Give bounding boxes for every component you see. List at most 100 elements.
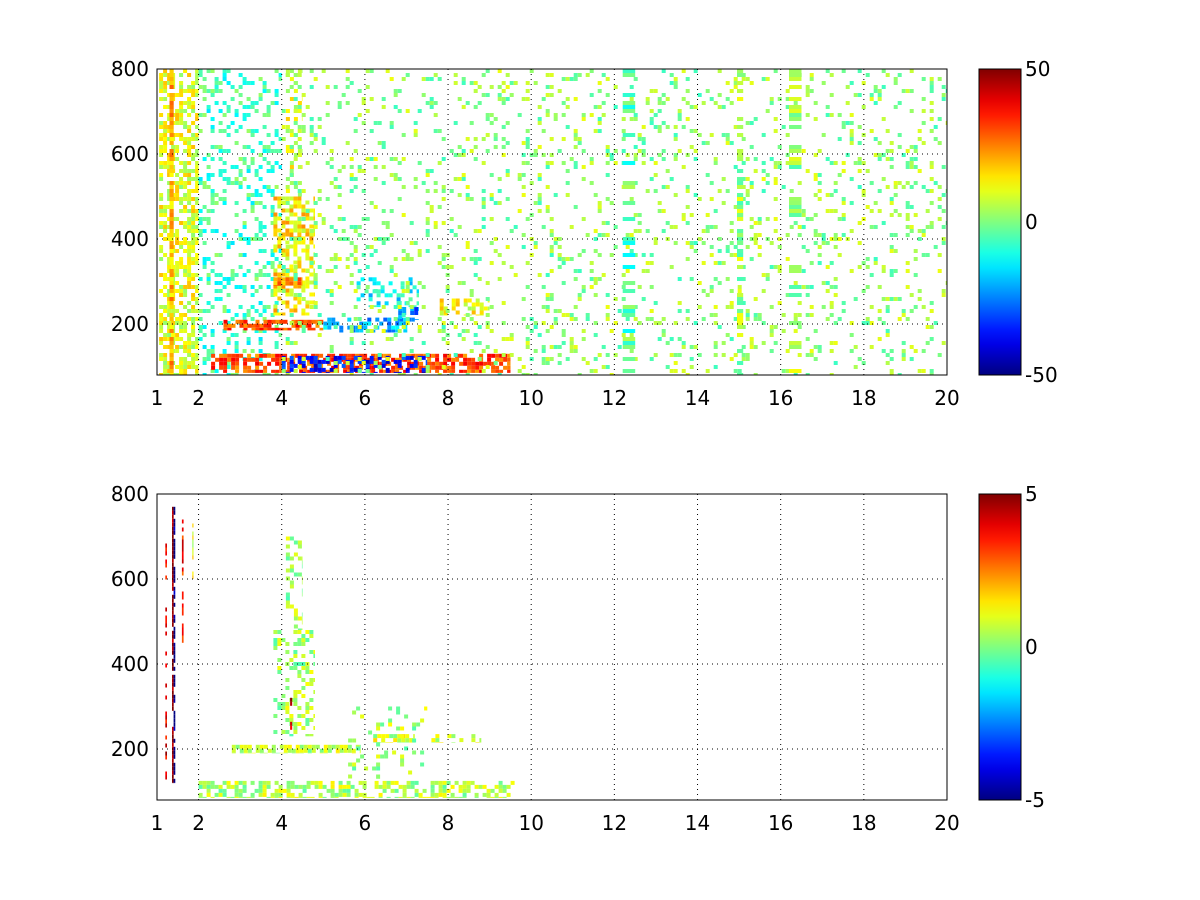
heatmap-cell	[817, 197, 822, 201]
heatmap-cell	[413, 734, 415, 739]
heatmap-cell	[173, 566, 176, 571]
heatmap-cell	[474, 796, 479, 798]
heatmap-cell	[569, 225, 574, 229]
heatmap-cell	[287, 365, 292, 370]
heatmap-cell	[749, 185, 754, 189]
heatmap-cell	[577, 253, 582, 257]
heatmap-cell	[175, 157, 180, 161]
heatmap-cell	[485, 93, 490, 97]
heatmap-cell	[901, 349, 906, 353]
heatmap-cell	[387, 329, 392, 333]
heatmap-cell	[785, 153, 790, 157]
heatmap-cell	[885, 329, 890, 333]
heatmap-cell	[297, 125, 302, 129]
y-tick-label: 800	[111, 57, 149, 81]
heatmap-cell	[258, 97, 263, 101]
heatmap-cell	[289, 244, 294, 249]
heatmap-cell	[521, 173, 526, 177]
heatmap-cell	[398, 796, 403, 798]
heatmap-cell	[195, 341, 199, 345]
heatmap-cell	[521, 245, 526, 249]
heatmap-cell	[297, 69, 302, 73]
heatmap-cell	[829, 349, 834, 353]
heatmap-cell	[313, 253, 318, 257]
heatmap-cell	[359, 744, 361, 749]
heatmap-cell	[353, 261, 358, 265]
heatmap-cell	[169, 93, 174, 97]
heatmap-cell	[165, 559, 167, 564]
heatmap-cell	[423, 365, 428, 370]
heatmap-cell	[277, 228, 282, 233]
heatmap-cell	[309, 216, 314, 221]
heatmap-cell	[242, 77, 247, 81]
heatmap-cell	[622, 289, 636, 293]
heatmap-cell	[169, 245, 174, 249]
bottom-axes-border	[156, 493, 948, 801]
heatmap-cell	[525, 81, 530, 85]
heatmap-cell	[274, 341, 279, 345]
heatmap-cell	[765, 109, 770, 113]
heatmap-cell	[541, 357, 546, 361]
heatmap-cell	[289, 658, 294, 662]
heatmap-cell	[172, 758, 174, 763]
heatmap-cell	[733, 317, 738, 321]
heatmap-cell	[597, 205, 602, 209]
heatmap-cell	[325, 269, 330, 273]
heatmap-cell	[293, 608, 298, 613]
heatmap-cell	[789, 285, 802, 289]
heatmap-cell	[270, 141, 275, 145]
heatmap-cell	[195, 365, 199, 369]
heatmap-cell	[829, 305, 834, 309]
heatmap-cell	[485, 321, 490, 325]
heatmap-cell	[167, 313, 172, 317]
heatmap-cell	[661, 333, 666, 337]
heatmap-cell	[167, 197, 172, 201]
heatmap-cell	[262, 788, 267, 793]
heatmap-cell	[629, 197, 634, 201]
heatmap-cell	[242, 788, 247, 793]
heatmap-cell	[172, 682, 174, 687]
heatmap-cell	[202, 796, 207, 798]
heatmap-cell	[259, 323, 264, 328]
heatmap-cell	[435, 738, 440, 743]
heatmap-cell	[361, 217, 366, 221]
heatmap-cell	[183, 121, 188, 125]
heatmap-cell	[405, 371, 410, 373]
heatmap-cell	[437, 261, 442, 265]
heatmap-cell	[165, 695, 167, 700]
heatmap-cell	[251, 323, 256, 328]
heatmap-cell	[175, 317, 180, 321]
heatmap-cell	[192, 531, 194, 536]
heatmap-cell	[218, 81, 223, 85]
heatmap-cell	[359, 353, 364, 358]
heatmap-cell	[183, 109, 188, 113]
heatmap-cell	[339, 748, 344, 753]
heatmap-cell	[825, 69, 830, 73]
heatmap-cell	[865, 73, 870, 77]
heatmap-cell	[210, 209, 215, 213]
heatmap-cell	[737, 133, 744, 137]
heatmap-cell	[475, 314, 480, 316]
heatmap-cell	[385, 357, 390, 361]
heatmap-cell	[829, 193, 834, 197]
heatmap-cell	[833, 277, 838, 281]
heatmap-cell	[401, 373, 406, 375]
heatmap-cell	[283, 744, 288, 749]
heatmap-cell	[621, 129, 626, 133]
heatmap-cell	[347, 369, 352, 373]
heatmap-cell	[255, 323, 260, 328]
heatmap-cell	[441, 253, 446, 257]
heatmap-cell	[309, 670, 314, 674]
heatmap-cell	[369, 355, 374, 360]
heatmap-cell	[167, 261, 172, 265]
heatmap-cell	[173, 650, 176, 655]
heatmap-cell	[293, 121, 298, 125]
heatmap-cell	[529, 181, 534, 185]
heatmap-cell	[165, 619, 167, 624]
heatmap-cell	[384, 750, 389, 755]
heatmap-cell	[865, 321, 870, 325]
heatmap-cell	[481, 225, 486, 229]
heatmap-cell	[745, 157, 750, 161]
heatmap-cell	[745, 317, 750, 321]
heatmap-cell	[749, 145, 754, 149]
